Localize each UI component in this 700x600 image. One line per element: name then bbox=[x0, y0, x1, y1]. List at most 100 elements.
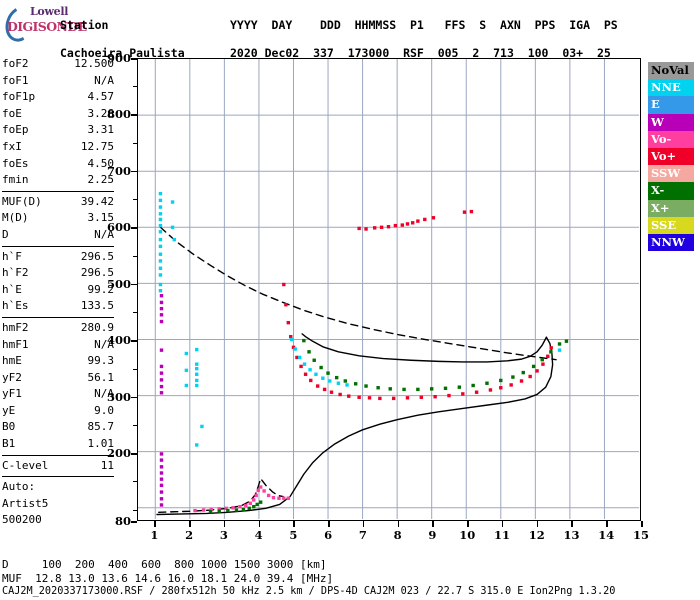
data-point bbox=[499, 386, 503, 390]
data-point bbox=[258, 485, 263, 489]
param-key: foF2 bbox=[2, 57, 29, 70]
data-point bbox=[405, 396, 410, 400]
data-point bbox=[195, 347, 199, 352]
data-point bbox=[159, 313, 164, 317]
data-point bbox=[329, 390, 334, 394]
data-point bbox=[158, 212, 163, 216]
curve-3 bbox=[301, 333, 548, 363]
y-axis-minor-tick bbox=[133, 340, 137, 342]
auto-label: Auto: bbox=[2, 480, 36, 494]
param-group-muf: MUF(D) 39.42 M(D) 3.15 D N/A bbox=[2, 194, 114, 247]
y-axis-minor-tick bbox=[133, 312, 137, 314]
y-axis-tick bbox=[131, 521, 137, 523]
param-value: 9.0 bbox=[94, 403, 114, 417]
param-value: 4.57 bbox=[87, 90, 115, 104]
data-point bbox=[400, 223, 405, 227]
legend-item-x-[interactable]: X+ bbox=[648, 199, 694, 217]
param-key: D bbox=[2, 227, 9, 241]
data-point bbox=[393, 223, 398, 228]
param-row: hmF2 280.9 bbox=[2, 320, 114, 337]
legend-item-e[interactable]: E bbox=[648, 96, 694, 114]
data-point bbox=[357, 395, 361, 399]
legend-item-x-[interactable]: X- bbox=[648, 182, 694, 200]
legend-item-vo-[interactable]: Vo+ bbox=[648, 147, 694, 166]
param-row: h`F2 296.5 bbox=[2, 265, 114, 282]
data-point bbox=[509, 383, 513, 387]
data-point bbox=[328, 379, 332, 383]
data-point bbox=[158, 252, 163, 256]
legend-item-ssw[interactable]: SSW bbox=[648, 165, 694, 183]
data-point bbox=[557, 342, 562, 346]
y-axis-tick-label: 700 bbox=[106, 163, 131, 178]
legend-item-vo-[interactable]: Vo- bbox=[648, 130, 694, 148]
data-point bbox=[159, 364, 164, 369]
data-point bbox=[291, 345, 296, 350]
param-row: foEs 4.50 bbox=[2, 156, 114, 173]
ionogram-plot[interactable] bbox=[137, 58, 641, 521]
data-point bbox=[247, 506, 251, 511]
param-value: 1.01 bbox=[87, 437, 115, 451]
legend-item-nne[interactable]: NNE bbox=[648, 79, 694, 97]
param-value: N/A bbox=[94, 337, 114, 351]
legend-item-noval[interactable]: NoVal bbox=[648, 62, 694, 80]
param-row: hmE 99.3 bbox=[2, 353, 114, 370]
data-point bbox=[284, 303, 288, 307]
series-3 bbox=[193, 485, 290, 513]
data-point bbox=[433, 395, 437, 399]
x-axis-tick bbox=[501, 521, 504, 527]
param-key: hmF2 bbox=[2, 320, 29, 334]
data-point bbox=[372, 226, 377, 230]
footer-file-row: CAJ2M_2020337173000.RSF / 280fx512h 50 k… bbox=[2, 586, 616, 597]
data-point bbox=[158, 223, 163, 228]
x-axis-tick-label: 6 bbox=[324, 528, 333, 542]
param-key: M(D) bbox=[2, 211, 29, 225]
param-value: 11 bbox=[100, 458, 114, 472]
param-row: M(D) 3.15 bbox=[2, 210, 114, 227]
param-key: h`F2 bbox=[2, 266, 29, 280]
data-point bbox=[195, 362, 199, 366]
param-key: foF1 bbox=[2, 73, 29, 87]
data-point bbox=[271, 495, 276, 500]
x-axis-tick bbox=[397, 521, 400, 527]
y-axis-minor-tick bbox=[133, 396, 137, 398]
data-point bbox=[471, 383, 475, 388]
series-2 bbox=[290, 337, 562, 387]
data-point bbox=[557, 348, 562, 352]
legend-item-nnw[interactable]: NNW bbox=[648, 233, 694, 252]
data-point bbox=[326, 371, 330, 375]
data-point bbox=[159, 490, 164, 494]
param-row: foF2 12.500 bbox=[2, 56, 114, 73]
data-point bbox=[546, 354, 550, 359]
param-value: 3.15 bbox=[87, 211, 115, 225]
data-point bbox=[295, 355, 299, 360]
data-point bbox=[519, 379, 524, 383]
legend-item-sse[interactable]: SSE bbox=[648, 216, 694, 234]
data-point bbox=[343, 379, 348, 383]
data-point bbox=[158, 198, 163, 203]
legend-item-w[interactable]: W bbox=[648, 113, 694, 131]
param-key: hmE bbox=[2, 354, 22, 368]
data-point bbox=[319, 365, 323, 370]
data-point bbox=[209, 507, 213, 512]
param-value: 3.26 bbox=[87, 106, 115, 120]
y-axis-minor-tick bbox=[133, 227, 137, 229]
x-axis-tick-label: 1 bbox=[150, 528, 159, 542]
data-point bbox=[416, 219, 420, 223]
data-point bbox=[159, 306, 164, 311]
y-axis-minor-tick bbox=[133, 114, 137, 116]
param-row: B1 1.01 bbox=[2, 436, 114, 453]
header-column-values: 2020 Dec02 337 173000 RSF 005 2 713 100 … bbox=[230, 46, 611, 60]
data-point bbox=[238, 504, 242, 509]
param-row: fmin 2.25 bbox=[2, 172, 114, 189]
x-axis-tick bbox=[223, 521, 226, 527]
data-point bbox=[379, 225, 384, 229]
param-group-clevel: C-level 11 bbox=[2, 458, 114, 478]
data-point bbox=[254, 493, 258, 498]
data-point bbox=[410, 221, 415, 225]
param-key: h`E bbox=[2, 282, 22, 296]
x-axis-tick bbox=[432, 521, 434, 527]
auto-code: 500200 bbox=[2, 513, 42, 527]
x-axis-tick-label: 9 bbox=[428, 528, 437, 542]
data-point bbox=[364, 227, 368, 231]
y-axis-minor-tick bbox=[133, 509, 137, 511]
